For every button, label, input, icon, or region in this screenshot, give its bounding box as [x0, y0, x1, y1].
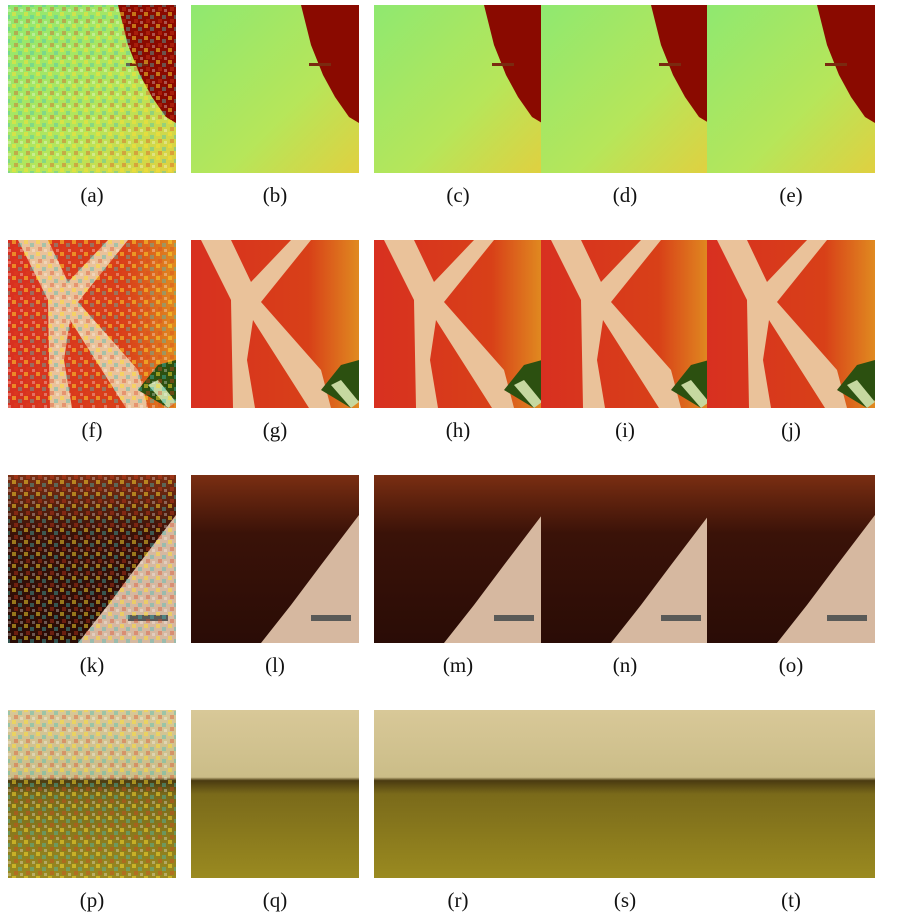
- caption: (f): [82, 418, 103, 442]
- caption: (t): [781, 888, 801, 912]
- caption: (q): [263, 888, 288, 912]
- image-patch: [191, 710, 359, 878]
- caption: (k): [80, 653, 105, 677]
- image-patch: [707, 475, 875, 643]
- image-patch: [541, 240, 709, 408]
- noise-overlay: [8, 710, 176, 878]
- image-patch: [541, 475, 709, 643]
- image-patch: [374, 5, 542, 173]
- caption: (b): [263, 183, 288, 207]
- caption: (r): [448, 888, 469, 912]
- caption: (e): [779, 183, 802, 207]
- caption: (m): [443, 653, 473, 677]
- noise-overlay: [8, 240, 176, 408]
- caption: (c): [446, 183, 469, 207]
- image-patch: [707, 5, 875, 173]
- caption: (p): [80, 888, 105, 912]
- image-patch: [374, 710, 542, 878]
- noise-overlay: [8, 475, 176, 643]
- image-patch: [707, 710, 875, 878]
- caption: (i): [615, 418, 635, 442]
- noise-overlay: [8, 5, 176, 173]
- caption: (s): [614, 888, 636, 912]
- image-patch: [191, 5, 359, 173]
- image-patch: [541, 5, 709, 173]
- caption: (l): [265, 653, 285, 677]
- caption: (d): [613, 183, 638, 207]
- image-patch: [191, 240, 359, 408]
- image-patch: [191, 475, 359, 643]
- image-patch: [374, 240, 542, 408]
- caption: (j): [781, 418, 801, 442]
- caption: (g): [263, 418, 288, 442]
- image-patch: [374, 475, 542, 643]
- image-patch: [541, 710, 709, 878]
- image-patch: [707, 240, 875, 408]
- caption: (o): [779, 653, 804, 677]
- caption: (a): [80, 183, 103, 207]
- image-grid: (a) (b) (c) (d) (e) (f) (g) (h) (i) (j) (k) (l) (m) (…: [8, 5, 875, 912]
- caption: (n): [613, 653, 638, 677]
- caption: (h): [446, 418, 471, 442]
